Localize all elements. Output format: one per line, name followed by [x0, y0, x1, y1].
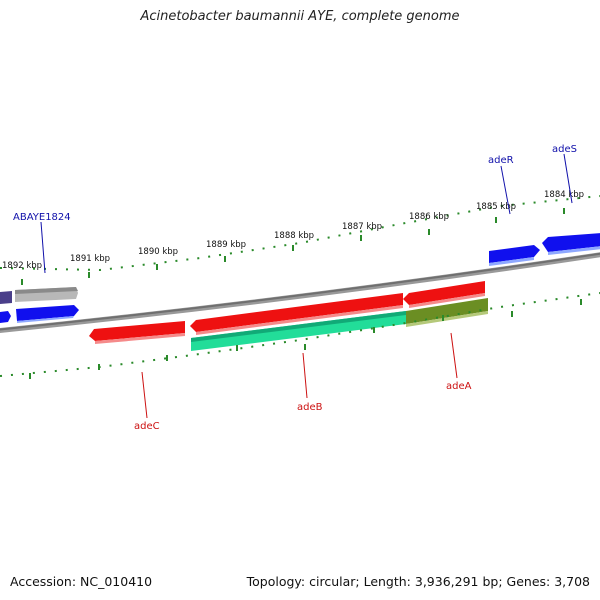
- label-adeC: adeC: [134, 421, 160, 432]
- leader-ABAYE1824: [40, 221, 46, 274]
- inner-ruler: [0, 292, 600, 379]
- gene-adeA-block: [403, 281, 485, 305]
- leader-adeR: [500, 165, 511, 215]
- gene-adeB[interactable]: [190, 293, 403, 335]
- genome-backbone-highlight: [0, 252, 600, 331]
- ruler-label: 1884 kbp: [544, 190, 584, 200]
- label-ABAYE1824: ABAYE1824: [13, 212, 71, 223]
- gene-adeR-block: [489, 245, 540, 263]
- gene-adeB-block: [190, 293, 403, 332]
- leader-adeS: [563, 153, 573, 204]
- gene-adeC[interactable]: [89, 321, 185, 344]
- label-adeS: adeS: [552, 144, 577, 155]
- cds-hit-track[interactable]: [191, 298, 488, 351]
- reverse-genes-left[interactable]: [0, 305, 79, 323]
- gene-reverse: [16, 305, 79, 321]
- gene-adeA[interactable]: [403, 281, 485, 308]
- gene-reverse-shadow: [17, 316, 74, 323]
- cds-hit-olive: [406, 298, 488, 324]
- gene-reverse: [0, 311, 11, 323]
- label-adeB: adeB: [297, 402, 323, 413]
- cds-hit-teal-top: [191, 311, 406, 342]
- gene-ABAYE1824-top: [15, 287, 78, 294]
- gene-adeR-shadow: [489, 257, 534, 266]
- leader-adeA: [450, 332, 458, 379]
- ruler-label: 1889 kbp: [206, 240, 246, 250]
- outer-ruler: [0, 195, 600, 285]
- ruler-label: 1886 kbp: [409, 212, 449, 222]
- leader-adeB: [302, 352, 308, 399]
- topology-text: Topology: circular; Length: 3,936,291 bp…: [246, 574, 590, 589]
- ruler-label: 1891 kbp: [70, 254, 110, 264]
- ruler-label: 1887 kbp: [342, 222, 382, 232]
- leader-adeC: [141, 371, 148, 419]
- gene-adeS-shadow: [548, 246, 600, 255]
- gene-shadow: [0, 291, 12, 304]
- gene-adeC-shadow: [95, 333, 185, 344]
- cds-hit-olive-shadow: [406, 311, 488, 327]
- gene-adeS[interactable]: [542, 233, 600, 255]
- ruler-label: 1892 kbp: [2, 261, 42, 271]
- gene-adeB-shadow: [196, 305, 403, 335]
- gene-adeC-block: [89, 321, 185, 341]
- gene-adeR[interactable]: [489, 245, 540, 266]
- outer-ruler-dots: [0, 195, 600, 272]
- map-title: Acinetobacter baumannii AYE, complete ge…: [140, 9, 460, 24]
- label-adeA: adeA: [446, 381, 472, 392]
- gene-adeS-block: [542, 233, 600, 252]
- gene-adeA-shadow: [409, 293, 485, 308]
- ruler-label: 1885 kbp: [476, 202, 516, 212]
- gene-ABAYE1824[interactable]: [0, 287, 78, 304]
- label-adeR: adeR: [488, 155, 514, 166]
- ruler-label: 1888 kbp: [274, 231, 314, 241]
- ruler-label: 1890 kbp: [138, 247, 178, 257]
- accession-text: Accession: NC_010410: [10, 574, 153, 589]
